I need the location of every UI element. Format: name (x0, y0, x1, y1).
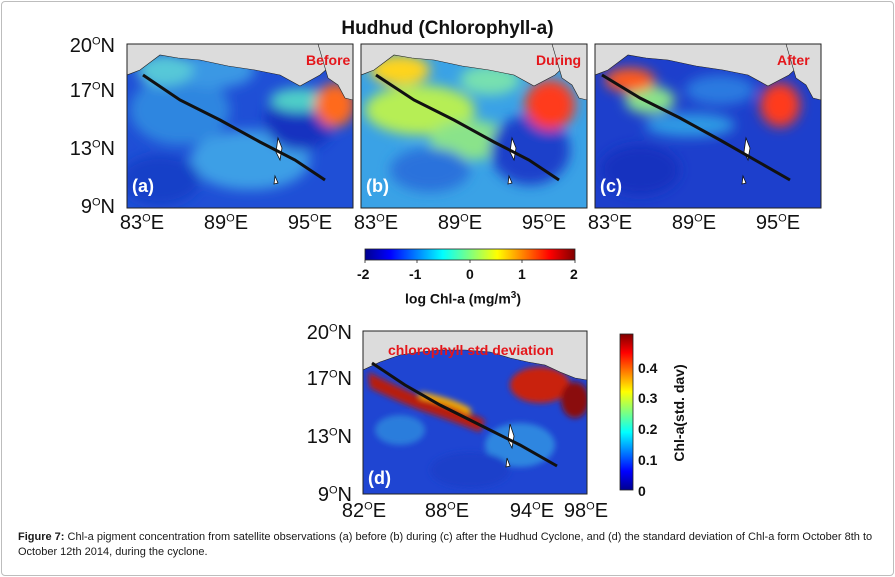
panel-b-label: (b) (366, 176, 389, 196)
std-colorbar-tick: 0.3 (638, 390, 658, 406)
std-colorbar-tick: 0.4 (638, 360, 658, 376)
panel-d-label: (d) (368, 468, 391, 488)
lon-label-d-88e: 88OE (424, 500, 470, 522)
std-colorbar-tick: 0 (638, 483, 646, 499)
std-colorbar (619, 333, 634, 491)
lon-label-d-94e: 94OE (509, 500, 555, 522)
lat-label-20n-top: 20ON (69, 35, 115, 57)
figure-caption: Figure 7: Chl-a pigment concentration fr… (18, 530, 883, 560)
panel-a-map (127, 44, 353, 208)
panel-d-map (363, 331, 587, 494)
lon-label-b-95e: 95OE (521, 212, 567, 234)
panel-b-state: During (536, 52, 582, 68)
lon-label-b-83e: 83OE (353, 212, 399, 234)
lon-label-a-95e: 95OE (287, 212, 333, 234)
log-colorbar-tick: 2 (570, 266, 578, 282)
log-colorbar-tick: -1 (409, 266, 422, 282)
lat-label-9n-top: 9ON (80, 196, 115, 218)
std-colorbar-title: Chl-a(std. dav) (671, 364, 687, 462)
panel-b-map (361, 44, 587, 208)
caption-label: Figure 7: (18, 531, 65, 543)
std-colorbar-tick: 0.2 (638, 421, 658, 437)
log-colorbar-tick: 1 (518, 266, 526, 282)
panel-c-state: After (777, 52, 810, 68)
lat-label-17n-top: 17ON (69, 80, 115, 102)
std-colorbar-tick: 0.1 (638, 452, 658, 468)
log-colorbar (364, 248, 576, 261)
figure-title: Hudhud (Chlorophyll-a) (341, 18, 554, 39)
log-colorbar-tick: 0 (466, 266, 474, 282)
lon-label-a-89e: 89OE (203, 212, 249, 234)
lat-label-13n-bottom: 13ON (306, 426, 352, 448)
lon-label-c-83e: 83OE (587, 212, 633, 234)
lon-label-d-98e: 98OE (563, 500, 609, 522)
lon-label-a-83e: 83OE (119, 212, 165, 234)
panel-a-state: Before (306, 52, 351, 68)
log-colorbar-tick: -2 (357, 266, 370, 282)
lon-label-b-89e: 89OE (437, 212, 483, 234)
panel-c-map (595, 44, 821, 208)
lat-label-9n-bottom: 9ON (317, 484, 352, 506)
panel-c-label: (c) (600, 176, 622, 196)
lat-label-20n-bottom: 20ON (306, 322, 352, 344)
panel-a-label: (a) (132, 176, 154, 196)
lon-label-c-95e: 95OE (755, 212, 801, 234)
lon-label-c-89e: 89OE (671, 212, 717, 234)
panel-d-state: chlorophyll std deviation (388, 342, 554, 358)
lat-label-13n-top: 13ON (69, 138, 115, 160)
caption-text: Chl-a pigment concentration from satelli… (18, 531, 873, 558)
log-colorbar-title: log Chl-a (mg/m3) (405, 290, 522, 307)
lat-label-17n-bottom: 17ON (306, 368, 352, 390)
lon-label-d-82e: 82OE (341, 500, 387, 522)
